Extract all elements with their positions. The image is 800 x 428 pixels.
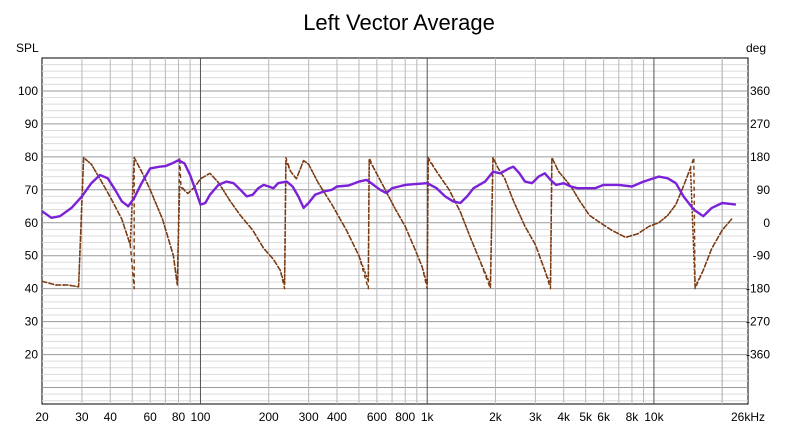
x-tick-label: 3k bbox=[529, 410, 543, 424]
x-tick-label: 80 bbox=[172, 410, 186, 424]
y-right-axis-label: deg bbox=[746, 41, 766, 55]
x-tick-label: 800 bbox=[395, 410, 415, 424]
x-tick-label: 5k bbox=[579, 410, 593, 424]
y-right-tick-label: -360 bbox=[746, 348, 770, 362]
x-tick-label: 20 bbox=[35, 410, 49, 424]
y-left-tick-label: 90 bbox=[25, 117, 39, 131]
y-right-tick-label: -270 bbox=[746, 315, 770, 329]
y-right-tick-label: -180 bbox=[746, 282, 770, 296]
y-left-tick-label: 50 bbox=[25, 249, 39, 263]
x-tick-label: 600 bbox=[367, 410, 387, 424]
x-tick-label: 100 bbox=[190, 410, 210, 424]
series-line-solid bbox=[41, 159, 737, 219]
y-left-tick-label: 40 bbox=[25, 282, 39, 296]
x-tick-label: 2k bbox=[489, 410, 503, 424]
y-left-tick-label: 100 bbox=[18, 84, 38, 98]
x-tick-label: 6k bbox=[597, 410, 611, 424]
x-tick-label: 60 bbox=[143, 410, 157, 424]
y-right-tick-label: 90 bbox=[757, 183, 771, 197]
y-right-tick-label: 0 bbox=[763, 216, 770, 230]
x-tick-label: 4k bbox=[557, 410, 571, 424]
tick-labels: 20 30 40 60 80 100 200 300 400 600 800 1k 2k 3k 4k 5k 6k… bbox=[18, 84, 770, 424]
x-tick-label: 200 bbox=[259, 410, 279, 424]
x-tick-label: 8k bbox=[626, 410, 640, 424]
y-right-tick-label: 360 bbox=[750, 84, 770, 98]
y-right-tick-label: -90 bbox=[753, 249, 771, 263]
x-tick-label: 26kHz bbox=[731, 410, 765, 424]
grid bbox=[42, 58, 748, 404]
y-left-tick-label: 60 bbox=[25, 216, 39, 230]
x-tick-label: 1k bbox=[421, 410, 435, 424]
y-left-tick-label: 70 bbox=[25, 183, 39, 197]
plot-area bbox=[41, 57, 749, 405]
y-left-tick-label: 80 bbox=[25, 150, 39, 164]
y-right-tick-label: 270 bbox=[750, 117, 770, 131]
x-tick-label: 30 bbox=[75, 410, 89, 424]
x-tick-label: 300 bbox=[299, 410, 319, 424]
series-line-dotted bbox=[41, 156, 733, 288]
x-tick-label: 400 bbox=[327, 410, 347, 424]
series-group bbox=[41, 156, 737, 290]
y-left-tick-label: 30 bbox=[25, 315, 39, 329]
x-tick-label: 40 bbox=[104, 410, 118, 424]
y-left-tick-label: 20 bbox=[25, 348, 39, 362]
y-left-axis-label: SPL bbox=[16, 41, 39, 55]
y-right-tick-label: 180 bbox=[750, 150, 770, 164]
chart-title: Left Vector Average bbox=[303, 10, 495, 35]
x-tick-label: 10k bbox=[644, 410, 664, 424]
